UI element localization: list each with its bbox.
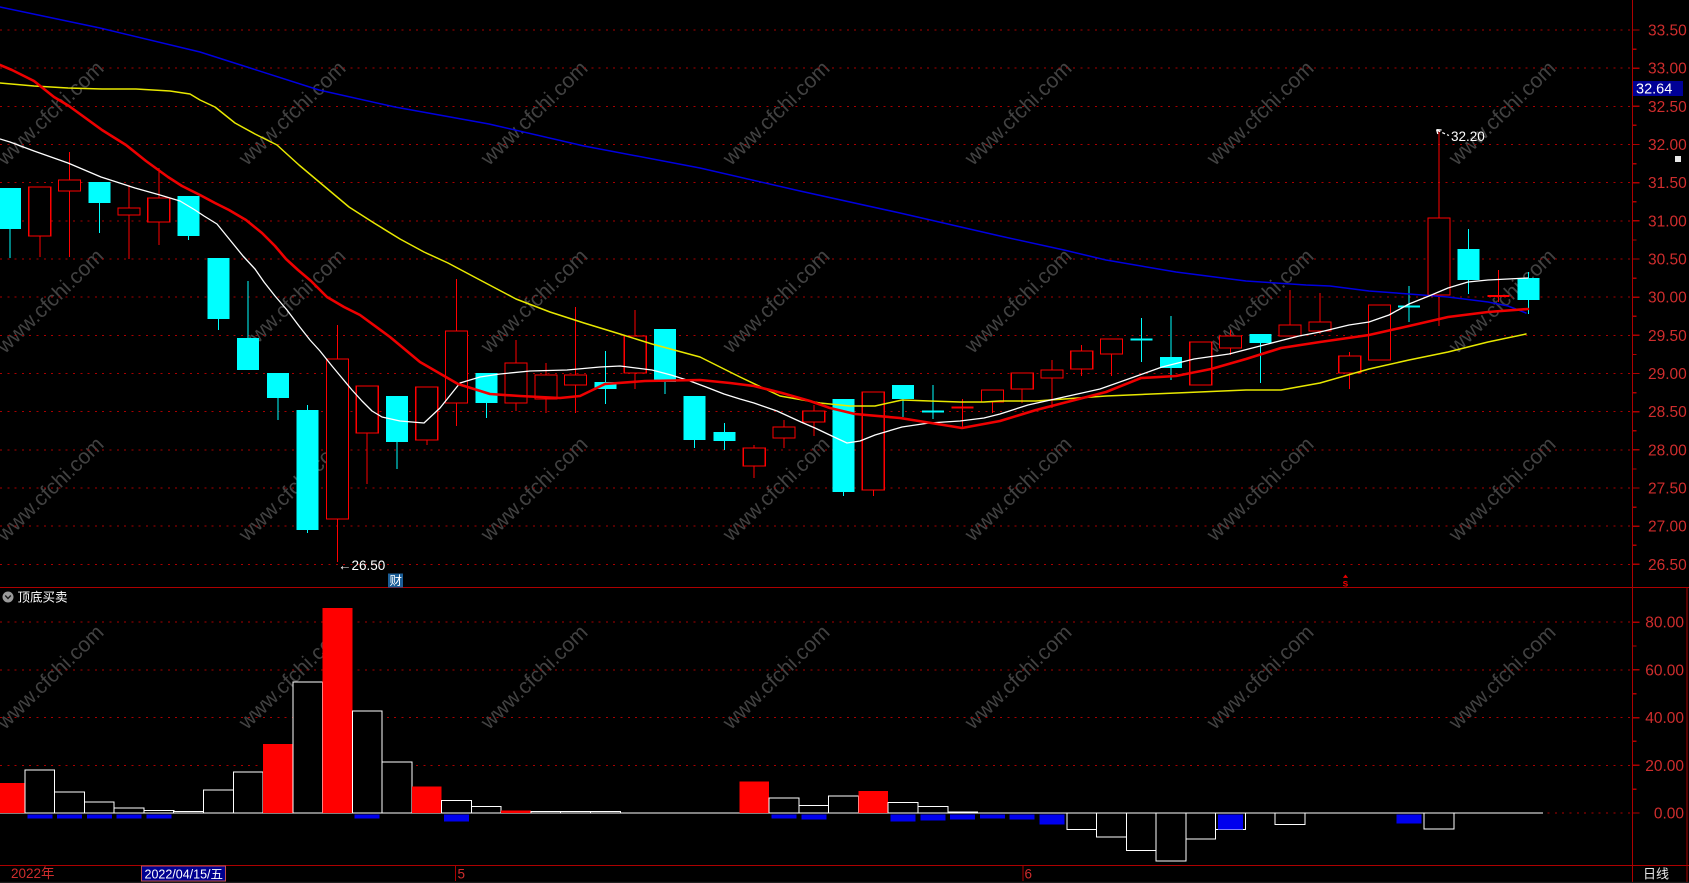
svg-text:32.50: 32.50: [1648, 99, 1687, 116]
svg-text:27.00: 27.00: [1648, 519, 1687, 536]
svg-text:6: 6: [1025, 867, 1033, 882]
svg-text:28.00: 28.00: [1648, 442, 1687, 459]
svg-text:33.00: 33.00: [1648, 61, 1687, 78]
svg-text:29.00: 29.00: [1648, 366, 1687, 383]
svg-text:27.50: 27.50: [1648, 481, 1687, 498]
svg-text:←26.50: ←26.50: [338, 558, 385, 573]
svg-text:30.50: 30.50: [1648, 252, 1687, 269]
svg-text:顶底买卖: 顶底买卖: [18, 590, 68, 605]
svg-text:31.50: 31.50: [1648, 175, 1687, 192]
svg-text:29.50: 29.50: [1648, 328, 1687, 345]
svg-text:32.64: 32.64: [1636, 82, 1672, 98]
svg-text:s: s: [1343, 578, 1349, 590]
svg-text:31.00: 31.00: [1648, 213, 1687, 230]
svg-text:30.00: 30.00: [1648, 290, 1687, 307]
svg-text:28.50: 28.50: [1648, 404, 1687, 421]
svg-text:5: 5: [458, 867, 466, 882]
svg-text:2022年: 2022年: [11, 866, 55, 881]
svg-text:2022/04/15/五: 2022/04/15/五: [145, 868, 224, 882]
svg-text:33.50: 33.50: [1648, 23, 1687, 40]
svg-text:32.20: 32.20: [1451, 129, 1485, 144]
svg-text:32.00: 32.00: [1648, 137, 1687, 154]
svg-text:80.00: 80.00: [1645, 615, 1684, 632]
svg-text:20.00: 20.00: [1645, 758, 1684, 775]
svg-text:财: 财: [390, 574, 403, 588]
svg-text:60.00: 60.00: [1645, 662, 1684, 679]
svg-text:日线: 日线: [1643, 867, 1669, 882]
svg-text:0.00: 0.00: [1654, 806, 1685, 823]
svg-text:40.00: 40.00: [1645, 710, 1684, 727]
svg-text:26.50: 26.50: [1648, 557, 1687, 574]
